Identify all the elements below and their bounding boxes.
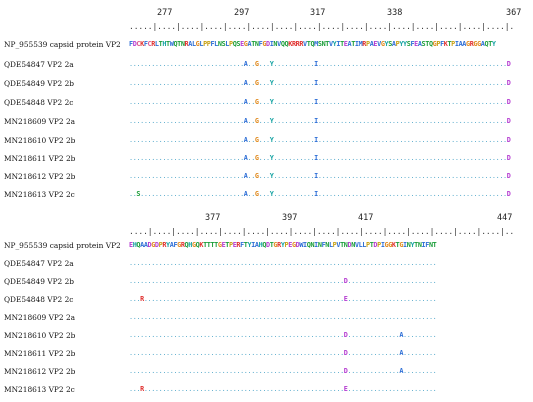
sequence-residues: ...............................A..G...Y.… <box>129 98 511 106</box>
sequence-residues: ...............................A..G...Y.… <box>129 79 511 87</box>
sequence-residues: ...............................A..G...Y.… <box>129 172 511 180</box>
sequence-label: QDE54849 VP2 2b <box>4 277 75 286</box>
position-number: 367 <box>506 8 522 18</box>
sequence-residues: ........................................… <box>129 313 437 321</box>
sequence-label: NP_955539 capsid protein VP2 <box>4 40 121 49</box>
position-ruler: .....|....|....|....|....|....|....|....… <box>129 22 515 31</box>
sequence-residues: EHQAADGDPRYAFGRQHGQKTTTTGETPERFTYIAHQDTG… <box>129 241 437 249</box>
sequence-residues: ........................................… <box>129 277 437 285</box>
sequence-row: MN218613 VP2 2c ..S......................… <box>0 190 533 203</box>
sequence-residues: ........................................… <box>129 349 437 357</box>
sequence-row: NP_955539 capsid protein VP2 FDCKFCRLTHTW… <box>0 40 533 53</box>
position-number: 397 <box>282 213 298 223</box>
sequence-row: QDE54848 VP2 2c.........................… <box>0 98 533 111</box>
sequence-residues: ..S............................A..G...Y.… <box>129 190 511 198</box>
sequence-row: MN218609 VP2 2a.........................… <box>0 117 533 130</box>
sequence-row: QDE54847 VP2 2a.........................… <box>0 60 533 73</box>
sequence-row: MN218613 VP2 2c ...R.....................… <box>0 385 533 398</box>
position-ruler: ....|....|....|....|....|....|....|....|… <box>129 227 515 236</box>
sequence-residues: ...............................A..G...Y.… <box>129 154 511 162</box>
sequence-label: MN218610 VP2 2b <box>4 331 76 340</box>
sequence-row: MN218610 VP2 2b.........................… <box>0 331 533 344</box>
sequence-label: MN218612 VP2 2b <box>4 367 76 376</box>
sequence-residues: ...............................A..G...Y.… <box>129 136 511 144</box>
sequence-label: QDE54848 VP2 2c <box>4 295 74 304</box>
alignment-block-1: 277 297 317 338 367 .....|....|....|....… <box>0 8 533 203</box>
sequence-row: MN218612 VP2 2b.........................… <box>0 172 533 185</box>
position-number: 317 <box>310 8 326 18</box>
sequence-label: QDE54847 VP2 2a <box>4 259 74 268</box>
sequence-label: MN218609 VP2 2a <box>4 117 76 126</box>
sequence-row: QDE54847 VP2 2a.........................… <box>0 259 533 272</box>
sequence-label: NP_955539 capsid protein VP2 <box>4 241 121 250</box>
position-number: 447 <box>497 213 513 223</box>
sequence-row: QDE54849 VP2 2b.........................… <box>0 79 533 92</box>
sequence-label: MN218611 VP2 2b <box>4 154 76 163</box>
position-number: 297 <box>234 8 250 18</box>
sequence-residues: ........................................… <box>129 259 437 267</box>
sequence-label: MN218612 VP2 2b <box>4 172 76 181</box>
sequence-row: MN218609 VP2 2a.........................… <box>0 313 533 326</box>
sequence-label: QDE54848 VP2 2c <box>4 98 74 107</box>
position-number: 417 <box>358 213 374 223</box>
alignment-block-2: 377 397 417 447 ....|....|....|....|....… <box>0 205 533 402</box>
sequence-label: MN218613 VP2 2c <box>4 190 75 199</box>
sequence-label: MN218610 VP2 2b <box>4 136 76 145</box>
sequence-residues: ........................................… <box>129 367 437 375</box>
sequence-label: QDE54847 VP2 2a <box>4 60 74 69</box>
sequence-residues: FDCKFCRLTHTWQTNRALGLPPFLNSLPQSEGATNFGDIN… <box>129 40 496 48</box>
sequence-label: MN218613 VP2 2c <box>4 385 75 394</box>
sequence-row: NP_955539 capsid protein VP2 EHQAADGDPRYA… <box>0 241 533 254</box>
sequence-row: MN218611 VP2 2b.........................… <box>0 349 533 362</box>
sequence-label: MN218609 VP2 2a <box>4 313 76 322</box>
sequence-row: MN218610 VP2 2b.........................… <box>0 136 533 149</box>
position-number: 377 <box>205 213 221 223</box>
sequence-label: MN218611 VP2 2b <box>4 349 76 358</box>
sequence-row: MN218612 VP2 2b.........................… <box>0 367 533 380</box>
sequence-row: QDE54848 VP2 2c ...R.....................… <box>0 295 533 308</box>
sequence-residues: ...R....................................… <box>129 385 437 393</box>
sequence-row: QDE54849 VP2 2b.........................… <box>0 277 533 290</box>
sequence-residues: ...............................A..G...Y.… <box>129 60 511 68</box>
sequence-row: MN218611 VP2 2b.........................… <box>0 154 533 167</box>
position-number: 277 <box>157 8 173 18</box>
sequence-residues: ...R....................................… <box>129 295 437 303</box>
sequence-label: QDE54849 VP2 2b <box>4 79 75 88</box>
sequence-residues: ........................................… <box>129 331 437 339</box>
position-number: 338 <box>387 8 403 18</box>
sequence-residues: ...............................A..G...Y.… <box>129 117 511 125</box>
